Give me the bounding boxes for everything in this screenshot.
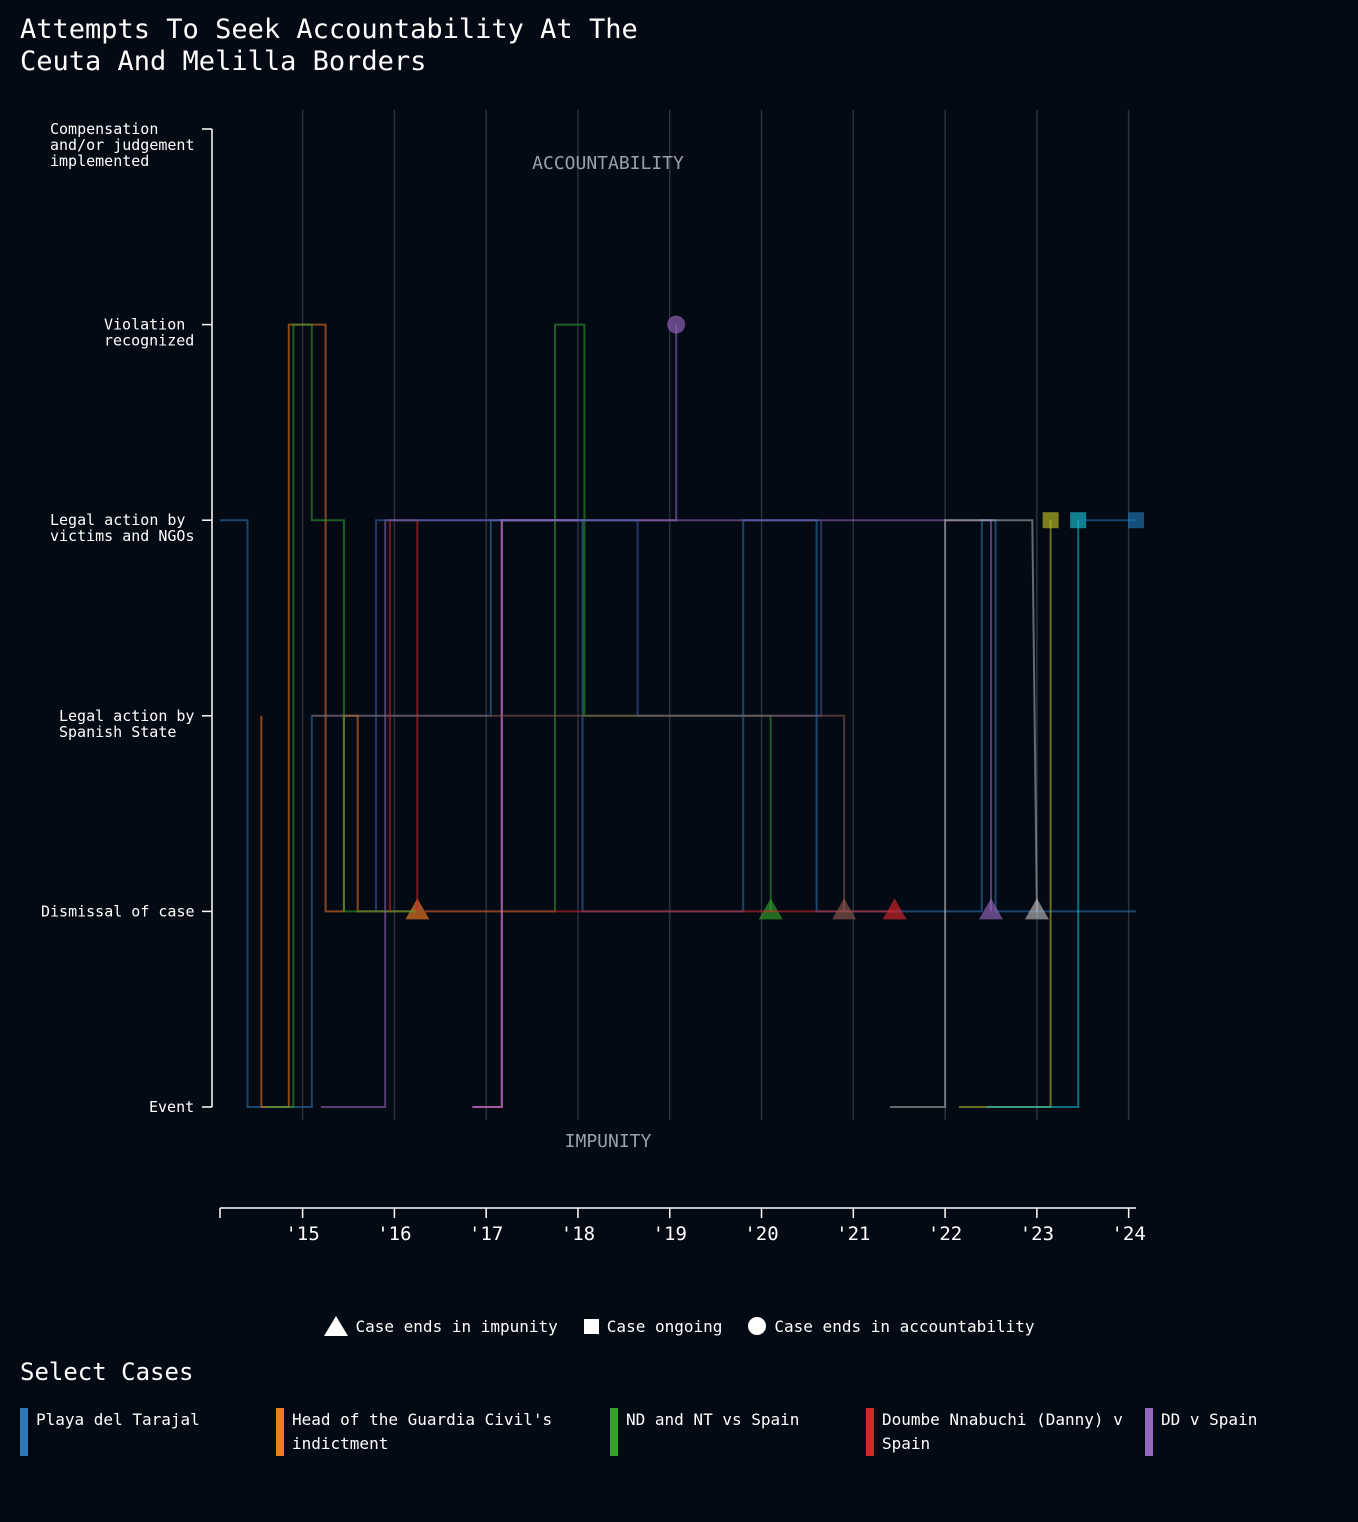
y-tick-label: Event <box>149 1098 194 1116</box>
ongoing-marker <box>1070 512 1087 529</box>
x-tick-label: '17 <box>469 1223 503 1245</box>
impunity-marker <box>882 898 907 920</box>
case-nd-and-nt-vs-spain[interactable]: ND and NT vs Spain <box>610 1408 850 1456</box>
legend-impunity: Case ends in impunity <box>323 1316 558 1336</box>
impunity-marker <box>758 898 783 920</box>
accountability-annotation: ACCOUNTABILITY <box>532 153 684 174</box>
case-color-swatch <box>20 1408 28 1456</box>
case-playa-del-tarajal[interactable]: Playa del Tarajal <box>20 1408 260 1456</box>
y-tick-label: Legal action by Spanish State <box>59 707 194 741</box>
chart-area: '15 '16 '17 '18 '19 '20 '21 '22 '23 '24 Event Dismi… <box>41 110 1146 1245</box>
case-label: ND and NT vs Spain <box>626 1410 800 1429</box>
select-cases-title: Select Cases <box>20 1358 194 1386</box>
y-tick-label: Legal action by victims and NGOs <box>50 511 195 545</box>
case-color-swatch <box>610 1408 618 1456</box>
case-label: DD v Spain <box>1161 1410 1258 1429</box>
legend-impunity-label: Case ends in impunity <box>355 1316 558 1336</box>
case-label: Playa del Tarajal <box>36 1410 200 1429</box>
ongoing-marker <box>1042 512 1059 529</box>
series-line <box>260 323 418 1108</box>
impunity-marker <box>832 898 857 920</box>
ongoing-marker <box>1128 512 1144 529</box>
chart-title: Attempts To Seek Accountability At The C… <box>20 14 638 77</box>
y-tick-label: Violation recognized <box>104 316 194 350</box>
impunity-marker <box>978 898 1003 920</box>
x-tick-label: '23 <box>1020 1223 1054 1245</box>
legend-accountability: Case ends in accountability <box>748 1317 1034 1336</box>
triangle-icon <box>323 1316 348 1336</box>
case-selector: Playa del Tarajal Head of the Guardia Ci… <box>20 1408 1350 1456</box>
x-tick-label: '20 <box>744 1223 778 1245</box>
chart-legend: Case ends in impunity Case ongoing Case … <box>0 1316 1358 1336</box>
case-color-swatch <box>866 1408 874 1456</box>
case-label: Head of the Guardia Civil's indictment <box>292 1410 553 1453</box>
case-dd-v-spain[interactable]: DD v Spain <box>1145 1408 1345 1456</box>
legend-ongoing-label: Case ongoing <box>606 1316 723 1336</box>
legend-ongoing: Case ongoing <box>583 1316 723 1336</box>
series-line <box>472 519 578 1108</box>
case-color-swatch <box>276 1408 284 1456</box>
x-tick-label: '24 <box>1111 1223 1145 1245</box>
circle-icon <box>748 1317 767 1335</box>
impunity-annotation: IMPUNITY <box>565 1131 652 1152</box>
x-tick-label: '21 <box>836 1223 870 1245</box>
x-tick-label: '19 <box>653 1223 687 1245</box>
x-tick-label: '15 <box>285 1223 319 1245</box>
series-line <box>311 714 846 912</box>
impunity-marker <box>1024 898 1049 920</box>
series-line <box>890 519 1038 1108</box>
accountability-marker <box>667 315 686 334</box>
case-color-swatch <box>1145 1408 1153 1456</box>
x-tick-label: '22 <box>928 1223 962 1245</box>
y-tick-label: Compensation and/or judgement implemented <box>50 120 195 170</box>
square-icon <box>583 1318 599 1334</box>
legend-accountability-label: Case ends in accountability <box>774 1316 1035 1336</box>
y-tick-label: Dismissal of case <box>41 902 195 920</box>
case-head-of-guardia-civil[interactable]: Head of the Guardia Civil's indictment <box>276 1408 576 1456</box>
series-line <box>986 520 1080 1108</box>
x-tick-label: '18 <box>561 1223 595 1245</box>
series-line <box>472 519 992 1108</box>
case-doumbe-nnabuchi[interactable]: Doumbe Nnabuchi (Danny) v Spain <box>866 1408 1138 1456</box>
x-tick-label: '16 <box>377 1223 411 1245</box>
case-label: Doumbe Nnabuchi (Danny) v Spain <box>882 1410 1123 1453</box>
